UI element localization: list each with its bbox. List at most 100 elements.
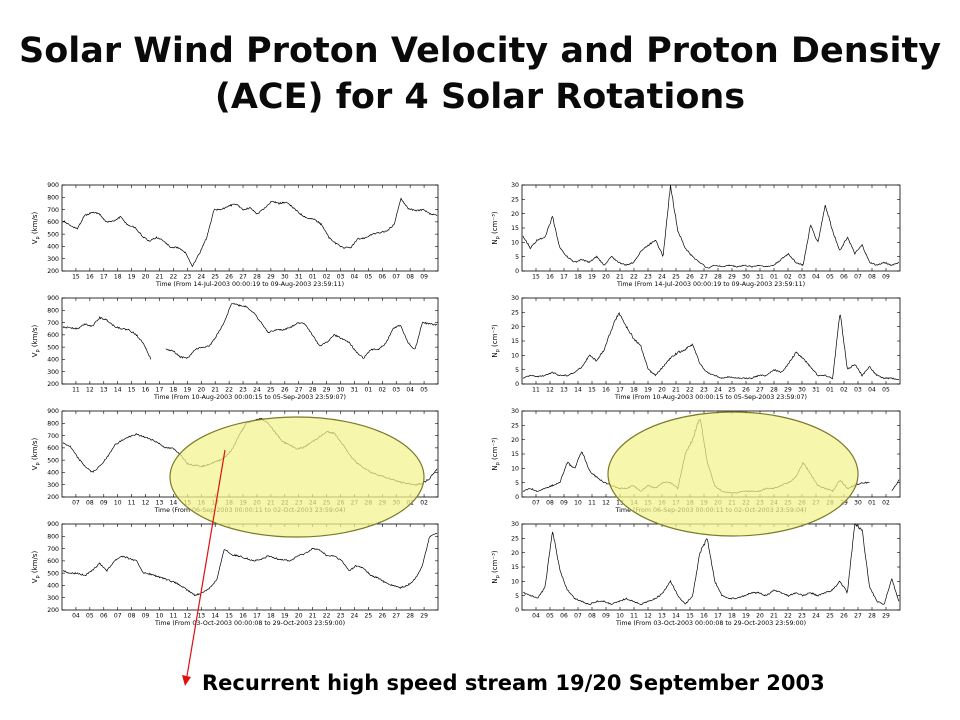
x-tick-label: 05 bbox=[86, 613, 94, 620]
x-axis-label: Time (From 10-Aug-2003 00:00:15 to 05-Se… bbox=[614, 394, 807, 401]
x-tick-label: 18 bbox=[630, 387, 638, 394]
x-tick-label: 21 bbox=[616, 274, 624, 281]
x-tick-label: 24 bbox=[253, 387, 261, 394]
plot-frame bbox=[521, 184, 901, 272]
x-tick-label: 17 bbox=[560, 274, 568, 281]
x-tick-label: 04 bbox=[72, 613, 80, 620]
x-tick-label: 02 bbox=[784, 274, 792, 281]
x-tick-label: 01 bbox=[309, 274, 317, 281]
x-tick-label: 14 bbox=[672, 613, 680, 620]
x-tick-label: 14 bbox=[211, 613, 219, 620]
y-tick-label: 800 bbox=[47, 307, 59, 314]
y-tick-label: 700 bbox=[47, 433, 59, 440]
x-tick-label: 17 bbox=[253, 613, 261, 620]
x-tick-label: 19 bbox=[588, 274, 596, 281]
series-line bbox=[62, 316, 152, 360]
x-tick-label: 29 bbox=[323, 387, 331, 394]
x-tick-label: 15 bbox=[532, 274, 540, 281]
x-tick-label: 11 bbox=[170, 613, 178, 620]
x-tick-label: 11 bbox=[588, 500, 596, 507]
x-tick-label: 29 bbox=[420, 613, 428, 620]
y-tick-label: 15 bbox=[511, 338, 519, 345]
x-tick-label: 27 bbox=[392, 613, 400, 620]
y-tick-label: 300 bbox=[47, 482, 59, 489]
y-tick-label: 25 bbox=[511, 423, 519, 430]
x-tick-label: 03 bbox=[854, 387, 862, 394]
x-tick-label: 13 bbox=[156, 500, 164, 507]
x-tick-label: 17 bbox=[100, 274, 108, 281]
series-line bbox=[522, 184, 899, 269]
y-tick-label: 400 bbox=[47, 357, 59, 364]
x-tick-label: 06 bbox=[378, 274, 386, 281]
y-tick-label: 800 bbox=[47, 194, 59, 201]
x-tick-label: 09 bbox=[560, 500, 568, 507]
x-tick-label: 08 bbox=[868, 274, 876, 281]
x-tick-label: 20 bbox=[197, 387, 205, 394]
x-tick-label: 23 bbox=[644, 274, 652, 281]
x-tick-label: 01 bbox=[868, 500, 876, 507]
y-axis-label: Np (cm⁻³) bbox=[491, 550, 501, 584]
series-line bbox=[891, 479, 900, 492]
y-tick-label: 10 bbox=[511, 466, 519, 473]
series-line bbox=[165, 303, 437, 359]
x-tick-label: 04 bbox=[868, 387, 876, 394]
y-tick-label: 200 bbox=[47, 494, 59, 501]
x-tick-label: 23 bbox=[337, 613, 345, 620]
x-tick-label: 22 bbox=[686, 387, 694, 394]
y-tick-label: 400 bbox=[47, 583, 59, 590]
x-tick-label: 09 bbox=[882, 274, 890, 281]
y-tick-label: 15 bbox=[511, 451, 519, 458]
x-tick-label: 25 bbox=[267, 387, 275, 394]
annotation-layer bbox=[182, 449, 226, 686]
x-tick-label: 30 bbox=[742, 274, 750, 281]
x-tick-label: 27 bbox=[295, 387, 303, 394]
x-tick-label: 30 bbox=[854, 500, 862, 507]
x-tick-label: 19 bbox=[128, 274, 136, 281]
x-tick-label: 25 bbox=[826, 613, 834, 620]
panel-v1: 200 300 400 500 600 700 800 900 15 16 17 18 19 20 21 22… bbox=[31, 182, 439, 288]
x-tick-label: 24 bbox=[812, 613, 820, 620]
x-tick-label: 01 bbox=[365, 387, 373, 394]
x-tick-label: 10 bbox=[616, 613, 624, 620]
x-tick-label: 20 bbox=[756, 613, 764, 620]
y-tick-label: 5 bbox=[515, 254, 519, 261]
x-tick-label: 16 bbox=[142, 387, 150, 394]
x-tick-label: 07 bbox=[854, 274, 862, 281]
x-tick-label: 06 bbox=[100, 613, 108, 620]
x-tick-label: 16 bbox=[546, 274, 554, 281]
x-tick-label: 08 bbox=[128, 613, 136, 620]
x-tick-label: 07 bbox=[532, 500, 540, 507]
panel-v2: 200 300 400 500 600 700 800 900 11 12 13 14 15 16 17 18… bbox=[31, 295, 439, 401]
x-tick-label: 09 bbox=[100, 500, 108, 507]
x-tick-label: 09 bbox=[142, 613, 150, 620]
y-axis-label: Vp (km/s) bbox=[31, 437, 41, 470]
x-tick-label: 11 bbox=[532, 387, 540, 394]
x-tick-label: 10 bbox=[156, 613, 164, 620]
y-tick-label: 300 bbox=[47, 369, 59, 376]
x-tick-label: 12 bbox=[86, 387, 94, 394]
y-tick-label: 5 bbox=[515, 367, 519, 374]
x-tick-label: 04 bbox=[812, 274, 820, 281]
x-tick-label: 14 bbox=[170, 500, 178, 507]
y-tick-label: 20 bbox=[511, 324, 519, 331]
x-tick-label: 17 bbox=[156, 387, 164, 394]
x-tick-label: 09 bbox=[420, 274, 428, 281]
y-tick-label: 600 bbox=[47, 558, 59, 565]
x-tick-label: 28 bbox=[714, 274, 722, 281]
x-tick-label: 09 bbox=[602, 613, 610, 620]
y-axis-label: Vp (km/s) bbox=[31, 211, 41, 244]
x-tick-label: 23 bbox=[239, 387, 247, 394]
x-tick-label: 31 bbox=[812, 387, 820, 394]
series-line bbox=[522, 523, 900, 606]
x-tick-label: 04 bbox=[351, 274, 359, 281]
x-tick-label: 13 bbox=[616, 500, 624, 507]
x-tick-label: 15 bbox=[72, 274, 80, 281]
x-tick-label: 29 bbox=[267, 274, 275, 281]
x-tick-label: 19 bbox=[742, 613, 750, 620]
x-tick-label: 28 bbox=[309, 387, 317, 394]
x-tick-label: 26 bbox=[686, 274, 694, 281]
x-tick-label: 29 bbox=[882, 613, 890, 620]
x-tick-label: 14 bbox=[114, 387, 122, 394]
